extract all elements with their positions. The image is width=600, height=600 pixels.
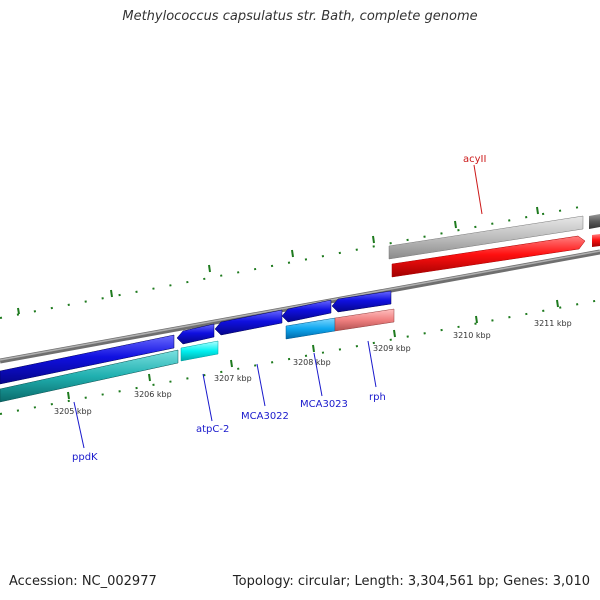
gene-label-acyII[interactable]: acyII (463, 154, 486, 165)
gene-label-MCA3022[interactable]: MCA3022 (241, 411, 289, 422)
gene-arrow-acyII (391, 235, 586, 278)
gene-arrow-blue-large (0, 334, 175, 385)
gene-arrow-rph (334, 308, 395, 332)
gene-arrow-blue-mca3022 (281, 299, 332, 323)
kbp-label: 3205 kbp (54, 407, 92, 416)
gene-label-atpC-2[interactable]: atpC-2 (196, 424, 229, 435)
map-title: Methylococcus capsulatus str. Bath, comp… (122, 9, 478, 24)
genome-summary-text: Topology: circular; Length: 3,304,561 bp… (232, 574, 590, 589)
kbp-scale-labels: 3205 kbp 3206 kbp 3207 kbp 3208 kbp 3209… (54, 319, 572, 416)
gene-label-MCA3023[interactable]: MCA3023 (300, 399, 348, 410)
gene-label-ppdK[interactable]: ppdK (72, 452, 98, 463)
gene-arrow-darkgray (589, 214, 600, 229)
kbp-label: 3209 kbp (373, 344, 411, 353)
gene-labels: ppdK atpC-2 MCA3022 MCA3023 rph acyII (72, 154, 486, 463)
kbp-label: 3210 kbp (453, 331, 491, 340)
major-ticks-lower (67, 299, 559, 400)
kbp-label: 3208 kbp (293, 358, 331, 367)
kbp-label: 3207 kbp (214, 374, 252, 383)
gene-label-rph[interactable]: rph (369, 392, 386, 403)
tick-row-upper (0, 204, 591, 319)
label-leaders (73, 164, 483, 449)
genome-backbone (0, 249, 600, 364)
gene-arrow-blue-mid (214, 309, 283, 336)
gene-arrow-gray (388, 215, 584, 260)
accession-text: Accession: NC_002977 (9, 574, 157, 589)
kbp-label: 3206 kbp (134, 390, 172, 399)
gene-arrow-blue-right (331, 290, 392, 313)
gene-arrow-atpC-2 (180, 340, 219, 362)
major-ticks-upper (17, 206, 539, 315)
kbp-label: 3211 kbp (534, 319, 572, 328)
gene-arrow-MCA3023 (285, 317, 336, 340)
gene-arrow-ppdK (0, 349, 179, 403)
gene-arrow-blue-small (176, 323, 215, 345)
gene-arrow-red-edge (592, 234, 600, 247)
